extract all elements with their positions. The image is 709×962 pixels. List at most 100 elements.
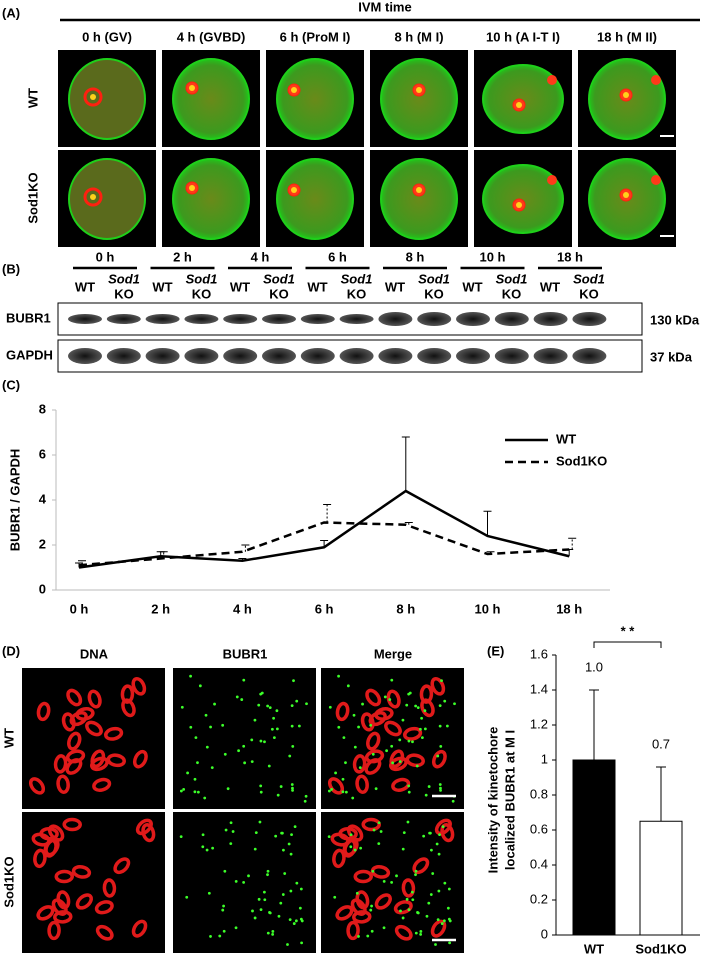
kinetochore	[305, 702, 308, 706]
blot-name: BUBR1	[6, 310, 51, 325]
chromosome	[430, 919, 447, 938]
oocyte	[276, 158, 354, 240]
band	[300, 314, 335, 324]
kinetochore	[341, 790, 345, 794]
spread-image	[321, 812, 464, 953]
kinetochore	[448, 941, 452, 945]
band	[456, 312, 490, 326]
band	[378, 312, 413, 326]
column-label: 18 h (M II)	[597, 29, 657, 44]
kinetochore	[414, 873, 417, 877]
chromosome	[62, 817, 82, 832]
kinetochore	[289, 852, 293, 856]
kinetochore	[383, 695, 387, 699]
kinetochore	[398, 738, 402, 742]
chromosome	[95, 924, 114, 941]
band	[106, 314, 141, 324]
kinetochore	[290, 724, 294, 728]
lane-label: KO	[424, 286, 444, 301]
chromosome	[53, 754, 68, 774]
kinetochore	[297, 724, 301, 728]
kinetochore	[291, 788, 294, 792]
lane-label: KO	[579, 286, 599, 301]
oocyte-image	[58, 150, 156, 247]
kinetochore	[352, 713, 356, 717]
column-label: 10 h (A I-T I)	[486, 29, 560, 44]
band	[494, 312, 529, 326]
kinetochore	[201, 833, 205, 837]
kinetochore	[390, 880, 394, 884]
column-label: BUBR1	[223, 646, 268, 661]
y-tick-label: 8	[39, 401, 46, 416]
chromosome	[355, 774, 369, 794]
chromatin-core	[516, 202, 522, 208]
chromosome	[106, 753, 126, 768]
oocyte-image	[474, 50, 572, 147]
chromosome	[61, 712, 76, 732]
kinetochore	[205, 745, 209, 749]
column-label: 0 h (GV)	[82, 29, 132, 44]
chromosome	[405, 753, 425, 768]
kinetochore	[295, 881, 299, 885]
chromosome	[352, 754, 367, 774]
x-tick-label: 2 h	[151, 601, 170, 616]
kinetochore	[447, 917, 451, 921]
chromosome	[440, 823, 455, 843]
kinetochore	[327, 835, 331, 839]
kinetochore	[353, 848, 357, 852]
image-bg	[173, 668, 316, 809]
chromosome	[36, 905, 55, 921]
kinetochore	[401, 847, 405, 851]
time-label: 8 h	[406, 249, 425, 264]
time-label: 18 h	[557, 249, 583, 264]
kinetochore	[193, 777, 197, 781]
y-axis-label: Intensity of kinetochore	[485, 727, 500, 874]
chromosome	[346, 920, 360, 941]
kinetochore	[453, 702, 456, 706]
chromosome	[391, 777, 411, 792]
kinetochore	[371, 752, 375, 756]
band	[572, 312, 607, 326]
chromosome	[47, 824, 65, 842]
kinetochore	[281, 893, 285, 896]
chromosome	[394, 924, 413, 941]
kinetochore	[179, 789, 183, 793]
kinetochore	[250, 738, 254, 742]
kinetochore	[299, 887, 303, 891]
kinetochore	[435, 842, 439, 846]
chromosome	[434, 818, 452, 836]
x-tick-label: 0 h	[70, 601, 89, 616]
kinetochore	[194, 736, 198, 740]
lane-label: Sod1	[108, 271, 140, 286]
kinetochore	[407, 784, 411, 788]
kinetochore	[390, 678, 394, 682]
column-label: Merge	[374, 646, 412, 661]
chromosome	[430, 676, 446, 696]
kinetochore	[266, 873, 269, 877]
chromosome	[92, 777, 112, 792]
chromosome	[54, 869, 74, 884]
time-label: 0 h	[96, 249, 115, 264]
kinetochore	[283, 872, 287, 875]
panel-label: (B)	[2, 261, 20, 276]
chromatin-core	[291, 87, 297, 93]
kinetochore	[213, 702, 216, 706]
row-label: WT	[1, 728, 16, 748]
kinetochore	[272, 716, 275, 720]
kinetochore	[399, 909, 402, 913]
oocyte	[482, 164, 564, 234]
blot-size: 130 kDa	[650, 312, 700, 327]
kinetochore	[189, 674, 192, 678]
lane-label: Sod1	[418, 271, 450, 286]
spread-image	[321, 668, 464, 809]
kinetochore	[282, 848, 285, 852]
legend-label: WT	[556, 431, 576, 446]
chromatin-core	[416, 87, 422, 93]
kinetochore	[223, 869, 227, 873]
kinetochore	[221, 908, 225, 912]
kinetochore	[185, 895, 189, 899]
blot-size: 37 kDa	[650, 349, 693, 364]
kinetochore	[289, 889, 293, 893]
chromatin-core	[623, 192, 629, 198]
